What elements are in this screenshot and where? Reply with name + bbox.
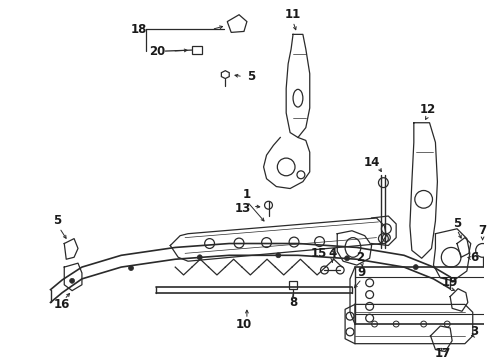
Circle shape — [275, 253, 280, 258]
Text: 14: 14 — [363, 156, 379, 168]
Text: 12: 12 — [419, 103, 435, 117]
Text: 1: 1 — [243, 188, 250, 201]
Text: 10: 10 — [235, 318, 252, 330]
Text: 2: 2 — [355, 251, 363, 264]
Text: 15: 15 — [310, 247, 327, 260]
Text: 19: 19 — [441, 276, 457, 289]
Text: 18: 18 — [131, 23, 147, 36]
Text: 13: 13 — [234, 202, 250, 215]
Bar — [191, 46, 202, 54]
Text: 16: 16 — [54, 298, 70, 311]
Text: 11: 11 — [285, 8, 301, 21]
Text: 5: 5 — [53, 215, 61, 228]
Text: 5: 5 — [246, 70, 255, 83]
Circle shape — [69, 278, 74, 283]
Text: 17: 17 — [434, 347, 450, 360]
Text: 6: 6 — [469, 251, 478, 264]
Circle shape — [412, 265, 417, 270]
Text: 20: 20 — [148, 45, 164, 58]
Text: 9: 9 — [357, 266, 365, 279]
Text: 4: 4 — [327, 247, 336, 260]
Text: 8: 8 — [288, 296, 297, 309]
Text: 5: 5 — [452, 217, 460, 230]
Circle shape — [128, 266, 133, 270]
Circle shape — [344, 256, 349, 261]
Text: 3: 3 — [469, 325, 478, 338]
Circle shape — [197, 255, 202, 260]
Text: 7: 7 — [478, 224, 486, 237]
